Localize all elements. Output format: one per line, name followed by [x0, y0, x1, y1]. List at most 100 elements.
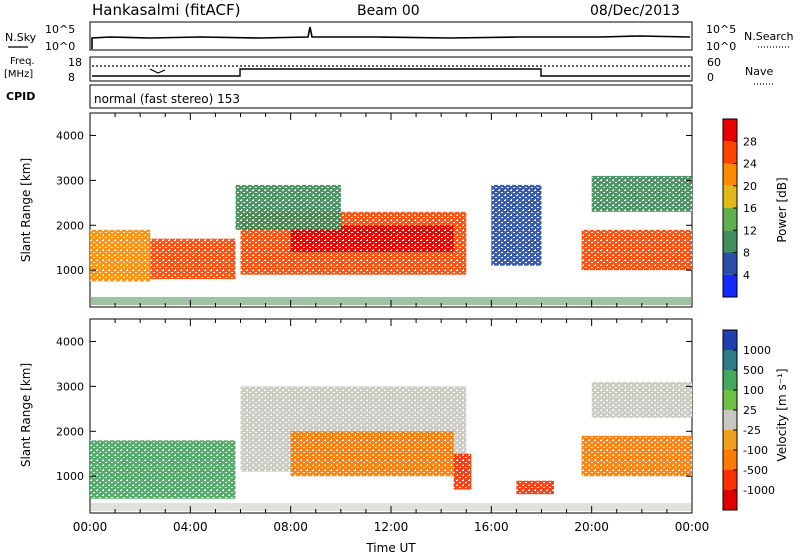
nave-tick-bottom: 0 — [707, 71, 714, 84]
y-tick-label: 4000 — [56, 335, 84, 348]
freq-label-1: Freq. — [10, 56, 35, 67]
sky-noise-trace — [91, 26, 691, 49]
station-title: Hankasalmi (fitACF) — [92, 1, 240, 19]
velocity-colorbar-tick-label: -500 — [743, 464, 768, 477]
sky-panel: N.Sky 10^5 10^0 10^5 10^0 N.Search — [5, 21, 794, 53]
cpid-program: normal (fast stereo) 153 — [94, 92, 240, 106]
y-tick-label: 2000 — [56, 219, 84, 232]
power-colorbar: 4 8 12 16 20 24 28 — [722, 118, 757, 298]
power-colorbar-tick-label: 24 — [743, 158, 757, 171]
freq-tick-top: 18 — [68, 56, 82, 69]
y-tick-label: 2000 — [56, 425, 84, 438]
velocity-colorbar-segment — [723, 450, 737, 470]
velocity-colorbar-label: Velocity [m s⁻¹] — [775, 368, 789, 461]
sky-right-label: N.Search — [744, 30, 794, 43]
power-colorbar-segment — [723, 230, 737, 253]
velocity-colorbar-segment — [723, 430, 737, 450]
velocity-colorbar-tick-label: 25 — [743, 404, 757, 417]
freq-trace — [92, 68, 690, 77]
velocity-echo-texture-3 — [453, 453, 472, 490]
sky-right-tick-bottom: 10^0 — [706, 40, 736, 53]
power-y-ticks: 1000 2000 3000 4000 — [56, 129, 692, 277]
power-colorbar-segment — [723, 274, 737, 298]
velocity-colorbar-tick-label: -1000 — [743, 484, 775, 497]
y-tick-label: 1000 — [56, 470, 84, 483]
velocity-colorbar-tick-label: 500 — [743, 364, 764, 377]
freq-tick-bottom: 8 — [68, 71, 75, 84]
velocity-echo-texture-5 — [581, 435, 692, 477]
x-axis-label: Time UT — [365, 541, 416, 554]
sky-right-tick-top: 10^5 — [706, 23, 736, 36]
cpid-panel: CPID normal (fast stereo) 153 — [6, 84, 693, 109]
nave-label: Nave — [745, 65, 773, 78]
y-tick-label: 3000 — [56, 380, 84, 393]
freq-panel: Freq. [MHz] 18 8 60 0 Nave — [4, 56, 774, 85]
cpid-panel-frame — [89, 84, 693, 109]
velocity-colorbar-tick-label: 100 — [743, 384, 764, 397]
power-ylabel: Slant Range [km] — [19, 158, 33, 262]
x-tick-label: 20:00 — [574, 520, 609, 534]
sky-left-label: N.Sky — [5, 31, 37, 44]
velocity-y-ticks: 1000 2000 3000 4000 — [56, 335, 692, 483]
velocity-colorbar-tick-label: -100 — [743, 444, 768, 457]
x-tick-label: 04:00 — [173, 520, 208, 534]
power-colorbar-segment — [723, 141, 737, 164]
beam-label: Beam 00 — [357, 3, 420, 19]
power-colorbar-segment — [723, 163, 737, 186]
date-label: 08/Dec/2013 — [590, 3, 680, 19]
velocity-colorbar-tick-label: -25 — [743, 424, 761, 437]
power-colorbar-tick-label: 20 — [743, 180, 757, 193]
x-tick-label: 00:00 — [73, 520, 108, 534]
sky-left-tick-top: 10^5 — [45, 23, 75, 36]
y-tick-label: 3000 — [56, 174, 84, 187]
x-tick-label: 00:00 — [675, 520, 710, 534]
velocity-echo-texture-4 — [516, 480, 554, 495]
power-echo-texture-7 — [591, 175, 692, 212]
power-colorbar-segment — [723, 208, 737, 231]
velocity-colorbar-segment — [723, 470, 737, 490]
sky-left-tick-bottom: 10^0 — [45, 40, 75, 53]
velocity-colorbar-segment — [723, 410, 737, 430]
cpid-label: CPID — [6, 90, 35, 103]
velocity-colorbar-tick-label: 1000 — [743, 344, 771, 357]
power-colorbar-label: Power [dB] — [775, 177, 789, 242]
freq-label-2: [MHz] — [4, 69, 33, 80]
velocity-echo-texture-6 — [591, 381, 692, 418]
power-colorbar-tick-label: 16 — [743, 202, 757, 215]
nave-tick-top: 60 — [707, 56, 721, 69]
x-tick-label: 08:00 — [273, 520, 308, 534]
power-echo-texture-4 — [235, 184, 341, 230]
power-x-ticks — [89, 113, 693, 307]
power-echo-texture-6 — [581, 229, 692, 271]
velocity-colorbar-frame — [722, 329, 738, 511]
velocity-colorbar-segment — [723, 370, 737, 390]
velocity-ylabel: Slant Range [km] — [19, 363, 33, 467]
power-colorbar-tick-label: 28 — [743, 135, 757, 148]
velocity-colorbar-segment — [723, 330, 737, 350]
velocity-colorbar: 1000 500 100 25 -25 -100 -500 -1000 — [722, 329, 775, 511]
power-colorbar-tick-label: 12 — [743, 224, 757, 237]
power-colorbar-segment — [723, 119, 737, 142]
x-tick-label: 16:00 — [474, 520, 509, 534]
power-colorbar-tick-label: 8 — [743, 247, 750, 260]
power-panel: Slant Range [km] 1000 2000 3000 4000 — [19, 112, 693, 308]
nave-dip — [149, 68, 166, 74]
velocity-x-ticks: 00:00 04:00 08:00 12:00 16:00 20:00 00:00 — [73, 319, 710, 534]
y-tick-label: 1000 — [56, 264, 84, 277]
power-colorbar-tick-label: 4 — [743, 269, 750, 282]
power-echo-texture-5 — [491, 184, 542, 266]
power-colorbar-segment — [723, 185, 737, 209]
velocity-colorbar-segment — [723, 490, 737, 510]
power-echo-texture-0 — [90, 229, 151, 282]
sky-panel-frame — [89, 21, 693, 51]
velocity-colorbar-segment — [723, 390, 737, 410]
power-echo-texture-1 — [150, 238, 236, 280]
x-tick-label: 12:00 — [374, 520, 409, 534]
y-tick-label: 4000 — [56, 129, 84, 142]
velocity-colorbar-segment — [723, 350, 737, 370]
velocity-echo-texture-0 — [90, 440, 236, 499]
power-colorbar-segment — [723, 252, 737, 275]
velocity-echo-texture-2 — [290, 431, 454, 477]
